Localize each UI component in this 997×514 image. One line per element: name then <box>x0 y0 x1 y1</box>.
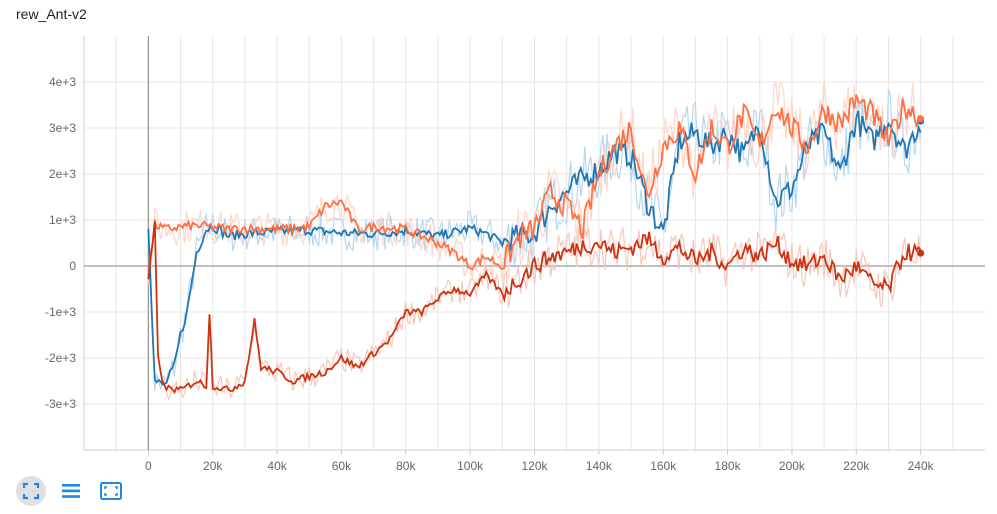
x-tick-label: 60k <box>332 459 352 470</box>
y-tick-label: 2e+3 <box>49 167 76 181</box>
y-tick-label: 4e+3 <box>49 75 76 89</box>
y-tick-label: -3e+3 <box>45 397 76 411</box>
series-line <box>147 221 922 395</box>
x-tick-label: 200k <box>779 459 806 470</box>
y-tick-label: 0 <box>69 259 76 273</box>
y-tick-label: 3e+3 <box>49 121 76 135</box>
zoom-icon <box>100 482 122 500</box>
x-tick-label: 120k <box>521 459 548 470</box>
series-line <box>147 94 922 276</box>
line-chart[interactable]: 0 20k 40k 60k 80k 100k 120k 140k 160k 180k 200k 220… <box>0 0 997 470</box>
x-tick-label: 40k <box>267 459 287 470</box>
x-tick-label: 240k <box>908 459 935 470</box>
y-tick-label: -2e+3 <box>45 351 76 365</box>
smoothed-series <box>147 94 925 395</box>
tick-labels: 0 20k 40k 60k 80k 100k 120k 140k 160k 180k 200k 220… <box>45 75 935 470</box>
series-end-point <box>917 115 925 123</box>
raw-series-line <box>147 79 922 284</box>
x-tick-label: 100k <box>457 459 484 470</box>
x-tick-label: 20k <box>203 459 223 470</box>
y-tick-label: 1e+3 <box>49 213 76 227</box>
raw-series-line <box>147 216 922 401</box>
x-tick-label: 160k <box>650 459 677 470</box>
data-selection-icon <box>62 484 80 498</box>
chart-title: rew_Ant-v2 <box>16 6 87 22</box>
x-tick-label: 180k <box>715 459 742 470</box>
x-tick-label: 80k <box>396 459 416 470</box>
fit-domain-icon <box>22 482 40 500</box>
x-tick-label: 220k <box>843 459 870 470</box>
fit-domain-button[interactable] <box>16 476 46 506</box>
grid-lines <box>84 36 985 450</box>
zoom-button[interactable] <box>96 476 126 506</box>
x-tick-label: 0 <box>145 459 152 470</box>
y-tick-label: -1e+3 <box>45 305 76 319</box>
series-end-point <box>917 249 925 257</box>
x-tick-label: 140k <box>586 459 613 470</box>
data-selection-button[interactable] <box>56 476 86 506</box>
chart-toolbar <box>16 476 126 506</box>
